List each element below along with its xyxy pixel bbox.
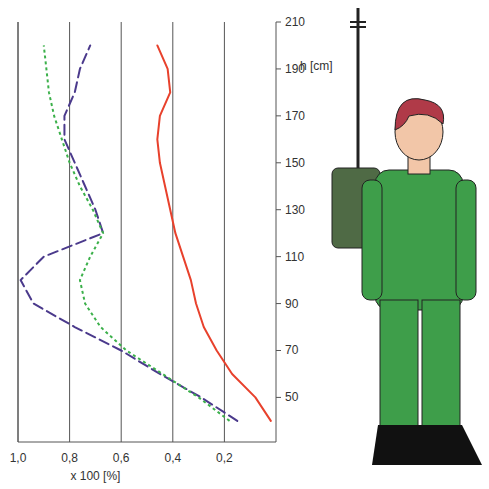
x-tick-label: 0,4	[164, 451, 181, 465]
y-tick-label: 150	[285, 156, 305, 170]
x-axis-title: x 100 [%]	[70, 469, 120, 483]
y-tick	[276, 397, 281, 398]
y-tick	[276, 115, 281, 116]
y-tick-label: 70	[285, 343, 299, 357]
grid-line	[172, 22, 173, 442]
y-tick	[276, 22, 281, 23]
antenna-bar	[350, 21, 366, 23]
arm	[456, 180, 476, 300]
antenna	[357, 8, 360, 180]
y-axis-title: h [cm]	[300, 59, 333, 73]
y-tick-label: 50	[285, 390, 299, 404]
leg	[380, 300, 418, 430]
y-tick	[276, 162, 281, 163]
grid-line	[121, 22, 122, 442]
series-line	[157, 45, 271, 420]
leg	[422, 300, 460, 430]
y-tick	[276, 303, 281, 304]
y-tick	[276, 350, 281, 351]
y-tick	[276, 256, 281, 257]
x-tick-label: 0,2	[216, 451, 233, 465]
boot	[372, 425, 420, 465]
x-axis	[18, 442, 276, 443]
hair	[395, 99, 444, 130]
x-tick-label: 0,8	[61, 451, 78, 465]
figure	[332, 8, 482, 465]
y-tick-label: 110	[285, 250, 304, 264]
grid-line	[224, 22, 225, 442]
x-tick-label: 1,0	[10, 451, 27, 465]
y-tick-label: 90	[285, 297, 299, 311]
y-tick	[276, 68, 281, 69]
y-axis	[276, 22, 277, 442]
torso	[375, 170, 463, 310]
arm	[362, 180, 382, 300]
plot-area	[21, 45, 271, 420]
boot	[420, 425, 482, 465]
y-tick-label: 170	[285, 109, 305, 123]
y-tick-label: 210	[285, 15, 305, 29]
frame-left	[18, 22, 19, 442]
y-tick	[276, 209, 281, 210]
y-tick-label: 130	[285, 203, 305, 217]
series-line	[44, 45, 230, 420]
grid-line	[18, 22, 19, 442]
x-tick-label: 0,6	[113, 451, 130, 465]
chart: 1,00,80,60,40,2507090110130150170190210x…	[0, 0, 489, 489]
antenna-bar	[350, 26, 366, 28]
grid-line	[69, 22, 70, 442]
series-line	[21, 45, 238, 420]
